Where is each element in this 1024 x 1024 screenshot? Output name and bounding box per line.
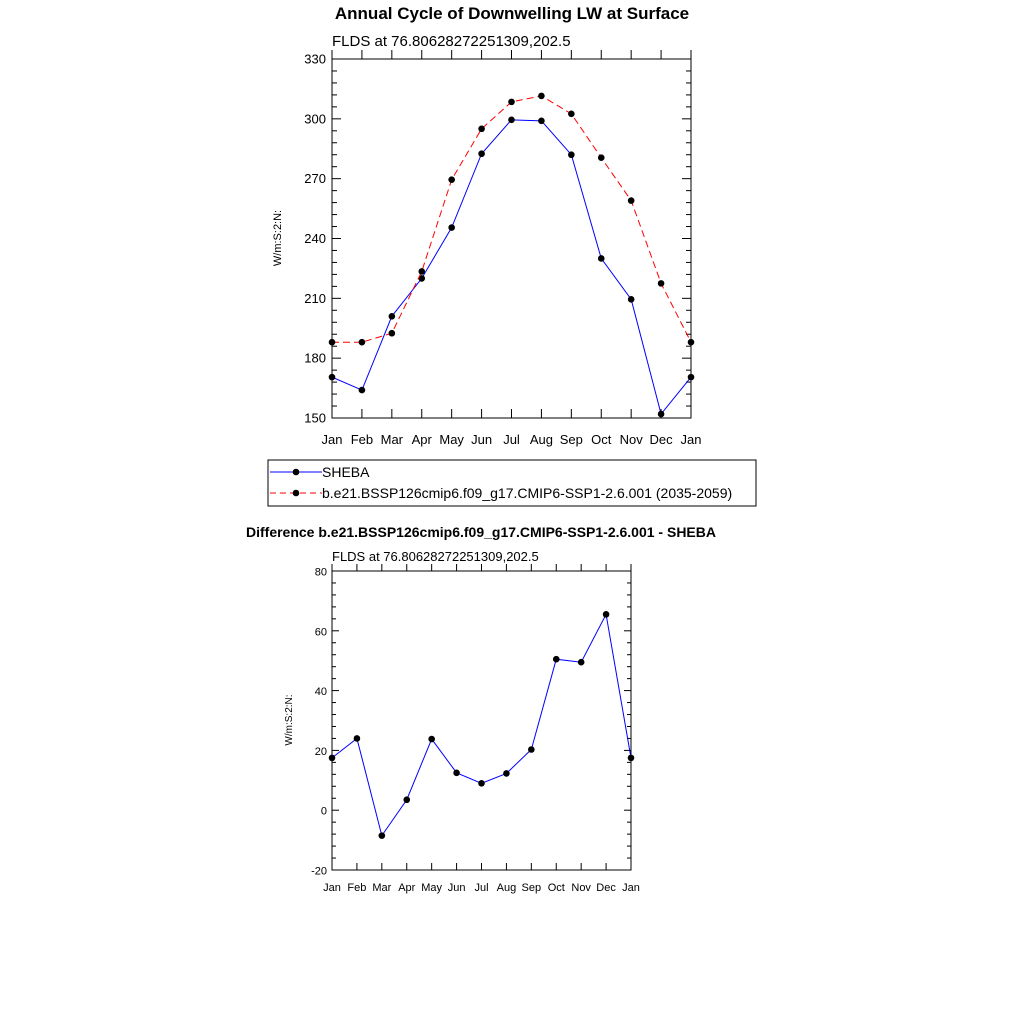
chart1-y-axis-label: W/m:S:2:N: <box>272 210 284 266</box>
y-tick-label: 300 <box>304 111 326 126</box>
x-tick-label: Aug <box>497 882 517 894</box>
series-1-point <box>687 338 695 346</box>
x-tick-label: Oct <box>591 432 612 447</box>
x-tick-label: Jan <box>322 432 343 447</box>
x-tick-label: Apr <box>412 432 433 447</box>
x-tick-label: Feb <box>347 882 366 894</box>
x-tick-label: Sep <box>560 432 583 447</box>
series-0-point <box>478 150 485 158</box>
chart2-plot-frame <box>331 570 632 871</box>
series-0-point <box>328 373 336 381</box>
x-tick-label: Nov <box>571 882 591 894</box>
x-tick-label: Dec <box>596 882 616 894</box>
series-line-1 <box>332 95 692 343</box>
chart2-y-axis-label: W/m:S:2:N: <box>284 694 295 745</box>
x-tick-label: Jan <box>323 882 341 894</box>
y-tick-label: 20 <box>315 746 327 758</box>
series-1-point <box>627 197 635 204</box>
series-1-point <box>388 329 396 337</box>
y-tick-label: 150 <box>304 411 326 426</box>
chart1-subtitle: FLDS at 76.80628272251309,202.5 <box>332 33 571 50</box>
series-0-point <box>602 611 610 618</box>
x-tick-label: Sep <box>522 882 542 894</box>
legend-marker-sheba <box>292 468 300 476</box>
legend-marker-ssp126 <box>292 489 300 497</box>
x-tick-label: Jan <box>622 882 640 894</box>
y-tick-label: 240 <box>304 231 326 246</box>
y-tick-label: 60 <box>315 626 327 638</box>
series-0-point <box>627 754 635 762</box>
y-tick-label: 0 <box>321 806 327 818</box>
chart1-legend: SHEBA b.e21.BSSP126cmip6.f09_g17.CMIP6-S… <box>267 459 757 507</box>
series-1-point <box>657 280 665 287</box>
series-0-point <box>538 117 545 125</box>
series-1-point <box>568 110 575 118</box>
series-0-point <box>528 746 535 753</box>
x-tick-label: Jul <box>474 882 488 894</box>
series-0-point <box>478 779 485 787</box>
y-tick-label: 270 <box>304 171 326 186</box>
series-0-point <box>627 296 635 303</box>
x-tick-label: Feb <box>351 432 373 447</box>
x-tick-label: Jun <box>471 432 492 447</box>
series-0-point <box>687 373 695 381</box>
series-1-point <box>597 154 605 162</box>
series-0-point <box>378 832 386 839</box>
x-tick-label: Oct <box>548 882 565 894</box>
x-tick-label: Mar <box>381 432 404 447</box>
series-0-point <box>453 769 460 777</box>
x-tick-label: Aug <box>530 432 553 447</box>
x-tick-label: Jul <box>503 432 520 447</box>
series-1-point <box>478 125 485 133</box>
x-tick-label: May <box>421 882 442 894</box>
series-0-point <box>657 410 665 418</box>
series-line-0 <box>331 119 692 416</box>
series-0-point <box>577 658 585 666</box>
series-1-point <box>418 268 426 275</box>
x-tick-label: Apr <box>398 882 415 894</box>
legend-box <box>267 459 757 507</box>
x-tick-label: Jan <box>681 432 702 447</box>
series-line-0 <box>331 612 632 837</box>
series-1-point <box>328 338 336 346</box>
series-0-point <box>503 770 510 777</box>
series-1-point <box>538 92 545 100</box>
series-1-point <box>508 98 515 106</box>
y-tick-label: 330 <box>304 52 326 67</box>
series-0-point <box>428 735 435 743</box>
legend-label-sheba: SHEBA <box>322 464 370 480</box>
series-0-point <box>328 754 336 762</box>
series-0-point <box>358 386 366 394</box>
series-0-point <box>568 151 575 159</box>
series-0-point <box>388 312 396 320</box>
series-0-point <box>448 224 455 231</box>
x-tick-label: Nov <box>620 432 644 447</box>
y-tick-label: -20 <box>311 866 327 878</box>
x-tick-label: Mar <box>372 882 391 894</box>
difference-chart: Difference b.e21.BSSP126cmip6.f09_g17.CM… <box>246 524 716 894</box>
x-tick-label: Jun <box>448 882 466 894</box>
chart1-plot-frame <box>331 58 692 419</box>
chart2-subtitle: FLDS at 76.80628272251309,202.5 <box>332 549 539 564</box>
series-1-point <box>448 176 455 183</box>
chart1-title: Annual Cycle of Downwelling LW at Surfac… <box>335 4 689 23</box>
series-0-point <box>597 255 605 262</box>
series-0-point <box>403 796 411 804</box>
y-tick-label: 180 <box>304 351 326 366</box>
x-tick-label: Dec <box>650 432 674 447</box>
series-1-point <box>358 338 366 346</box>
series-0-point <box>552 655 560 663</box>
y-tick-label: 210 <box>304 291 326 306</box>
series-0-point <box>353 735 361 742</box>
x-tick-label: May <box>439 432 464 447</box>
chart2-title: Difference b.e21.BSSP126cmip6.f09_g17.CM… <box>246 524 716 540</box>
series-0-point <box>418 275 426 282</box>
annual-cycle-chart: Annual Cycle of Downwelling LW at Surfac… <box>267 4 757 507</box>
y-tick-label: 80 <box>315 567 327 579</box>
y-tick-label: 40 <box>315 686 327 698</box>
series-0-point <box>508 116 515 124</box>
legend-label-ssp126: b.e21.BSSP126cmip6.f09_g17.CMIP6-SSP1-2.… <box>322 485 732 501</box>
